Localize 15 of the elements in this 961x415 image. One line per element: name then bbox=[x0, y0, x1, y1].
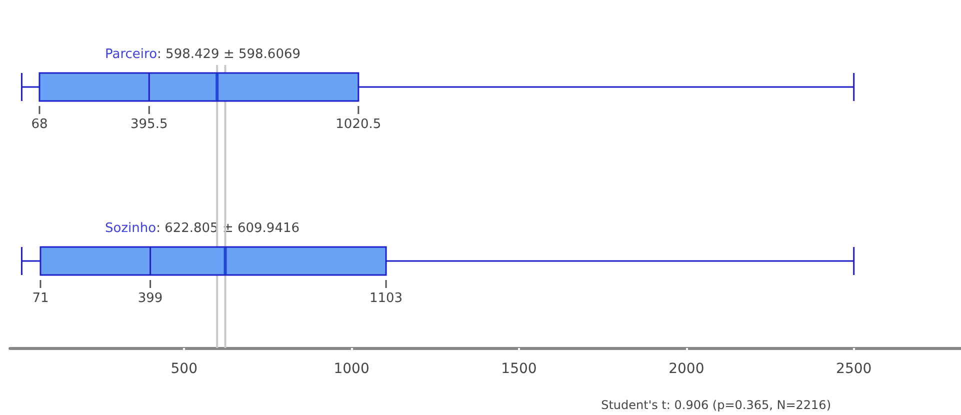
x-tick-label: 1000 bbox=[334, 361, 370, 377]
x-tick-label: 1500 bbox=[501, 361, 537, 377]
annotation: 399 bbox=[138, 291, 163, 306]
annotation: 1020.5 bbox=[336, 117, 382, 132]
text: : 598.429 ± 598.6069 bbox=[157, 47, 301, 62]
annotation: 395.5 bbox=[130, 117, 168, 132]
annotation: 71 bbox=[32, 291, 49, 306]
annotation: 68 bbox=[31, 117, 48, 132]
x-tick-label: 2000 bbox=[668, 361, 704, 377]
annotation: 1103 bbox=[370, 291, 403, 306]
x-tick-label: 2500 bbox=[836, 361, 872, 377]
text: Student's t: 0.906 (p=0.365, N=2216) bbox=[601, 398, 831, 412]
y-tick-label: Sozinho bbox=[105, 221, 156, 236]
x-tick-label: 500 bbox=[170, 361, 198, 377]
y-tick-label: Parceiro bbox=[105, 47, 158, 62]
